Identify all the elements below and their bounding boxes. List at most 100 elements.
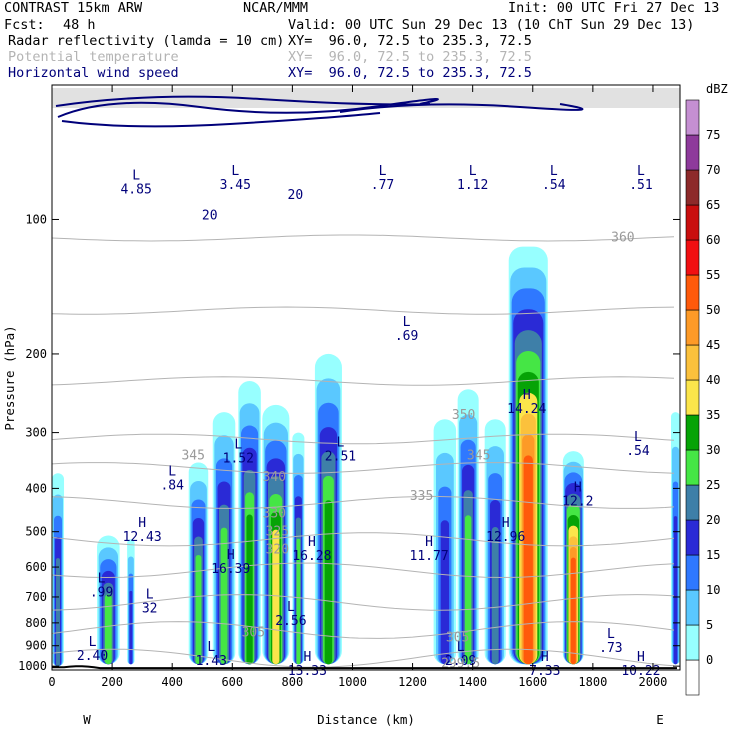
- wind-extremum-type-23: L: [207, 640, 215, 655]
- y-axis-label: Pressure (hPa): [2, 325, 17, 430]
- field-xy-theta: XY= 96.0, 72.5 to 235.3, 72.5: [288, 49, 532, 65]
- colorbar-unit: dBZ: [706, 82, 728, 96]
- wind-extremum-type-11: L: [168, 464, 176, 479]
- wind-extremum-type-27: H: [637, 650, 645, 665]
- colorbar-level-label-12: 60: [706, 233, 720, 247]
- wind-extremum-value-24: 2.09: [445, 654, 476, 669]
- wind-extremum-value-8: .54: [626, 444, 650, 459]
- reflectivity-cell-11-level-5: [491, 527, 499, 665]
- wind-contour-2: [55, 95, 431, 107]
- colorbar-box-12: [685, 239, 700, 276]
- wind-extremum-type-14: H: [502, 516, 510, 531]
- wind-extremum-type-22: L: [89, 635, 97, 650]
- wind-extremum-value-18: .99: [90, 586, 113, 601]
- theta-contour-7: [52, 562, 675, 579]
- wind-extremum-type-10: L: [337, 436, 345, 451]
- wind-extremum-type-3: L: [469, 164, 477, 179]
- y-tick-label-2: 300: [25, 426, 47, 440]
- colorbar-level-label-9: 45: [706, 338, 720, 352]
- wind-extremum-value-2: .77: [371, 178, 394, 193]
- wind-extremum-type-12: H: [574, 481, 582, 496]
- wind-extremum-value-17: 16.39: [211, 562, 250, 577]
- colorbar-level-label-6: 30: [706, 443, 720, 457]
- wind-extremum-type-9: L: [234, 437, 242, 452]
- reflectivity-cell-9-level-4: [440, 520, 450, 665]
- colorbar-box-8: [685, 379, 700, 416]
- colorbar-level-label-15: 75: [706, 128, 720, 142]
- plot-frame: [51, 84, 681, 671]
- wind-extremum-type-17: H: [227, 548, 235, 563]
- wind-extremum-value-1: 3.45: [220, 178, 251, 193]
- wind-contour-3: [339, 103, 584, 113]
- y-axis: 100 200 300 400 500 600 700 800 900 1000: [18, 212, 680, 673]
- wind-extremum-value-10: 2.51: [325, 450, 356, 465]
- colorbar-box-6: [685, 449, 700, 486]
- y-tick-label-4: 500: [25, 525, 47, 539]
- reflectivity-cell-14-level-4: [673, 516, 678, 665]
- wind-extremum-value-15: 11.77: [410, 549, 449, 564]
- x-tick-label-10: 2000: [639, 675, 668, 689]
- colorbar-level-label-2: 10: [706, 583, 720, 597]
- y-tick-label-1: 200: [25, 347, 47, 361]
- y-tick-label-0: 100: [25, 212, 47, 226]
- colorbar-box-11: [685, 274, 700, 311]
- header: CONTRAST 15km ARW NCAR/MMM Init: 00 UTC …: [0, 0, 740, 85]
- potential-temperature-contours: [52, 88, 680, 668]
- wind-extremum-value-12: 12.2: [562, 495, 593, 510]
- colorbar-box-14: [685, 169, 700, 206]
- wind-extremum-type-16: H: [308, 535, 316, 550]
- init-time: Init: 00 UTC Fri 27 Dec 13: [508, 0, 720, 16]
- colorbar-box-5: [685, 484, 700, 521]
- colorbar-box-16: [685, 99, 700, 136]
- theta-contour-2: [52, 376, 675, 386]
- wind-extremum-value-7: 14.24: [507, 402, 546, 417]
- theta-contour-4: [52, 462, 675, 474]
- colorbar-box-10: [685, 309, 700, 346]
- colorbar-level-label-10: 50: [706, 303, 720, 317]
- theta-contour-5: [52, 495, 675, 509]
- colorbar-level-label-0: 0: [706, 653, 713, 667]
- y-tick-label-5: 600: [25, 560, 47, 574]
- colorbar-level-label-3: 15: [706, 548, 720, 562]
- wind-extremum-type-19: L: [146, 588, 154, 603]
- theta-contour-3: [52, 433, 675, 445]
- x-tick-label-4: 800: [282, 675, 304, 689]
- reflectivity-cell-12-level-11: [523, 455, 533, 665]
- theta-band-upper: [52, 88, 680, 108]
- wind-extremum-value-23: 1.43: [196, 654, 227, 669]
- wind-extremum-type-4: L: [550, 164, 558, 179]
- wind-extremum-value-5: .51: [629, 178, 652, 193]
- colorbar-box-3: [685, 554, 700, 591]
- field-xy-wind: XY= 96.0, 72.5 to 235.3, 72.5: [288, 65, 532, 81]
- wind-extremum-value-9: 1.52: [223, 451, 254, 466]
- wind-extremum-value-20: 2.56: [275, 614, 306, 629]
- colorbar-level-label-4: 20: [706, 513, 720, 527]
- wind-extremum-type-24: L: [457, 640, 465, 655]
- wind-extremum-value-0: 4.85: [120, 182, 151, 197]
- colorbar-box-0: [685, 659, 700, 696]
- x-tick-label-6: 1200: [398, 675, 427, 689]
- theta-label-7: 325: [266, 525, 289, 540]
- reflectivity-cell-8-level-7: [324, 500, 333, 665]
- wind-extremum-type-8: L: [634, 430, 642, 445]
- wind-extremum-type-1: L: [231, 164, 239, 179]
- reflectivity-cell-3-level-6: [195, 554, 202, 665]
- reflectivity-cell-0-level-5: [56, 558, 60, 667]
- colorbar-box-13: [685, 204, 700, 241]
- x-tick-label-8: 1600: [518, 675, 547, 689]
- wind-extremum-value-6: .69: [395, 329, 418, 344]
- wind-extrema-labels: 2020L4.85L3.45L.77L1.12L.54L.51L.69H14.2…: [77, 164, 661, 679]
- theta-contour-1: [52, 306, 675, 315]
- x-tick-label-1: 200: [101, 675, 123, 689]
- y-tick-label-8: 900: [25, 639, 47, 653]
- colorbar-level-label-1: 5: [706, 618, 713, 632]
- y-tick-label-3: 400: [25, 481, 47, 495]
- field-name-reflectivity: Radar reflectivity (lamda = 10 cm): [8, 33, 285, 49]
- valid-time: Valid: 00 UTC Sun 29 Dec 13 (10 ChT Sun …: [288, 17, 695, 33]
- wind-extremum-type-20: L: [287, 600, 295, 615]
- x-axis-right-end: E: [656, 712, 664, 727]
- wind-extremum-value-4: .54: [542, 178, 566, 193]
- x-tick-label-0: 0: [48, 675, 55, 689]
- colorbar-level-label-7: 35: [706, 408, 720, 422]
